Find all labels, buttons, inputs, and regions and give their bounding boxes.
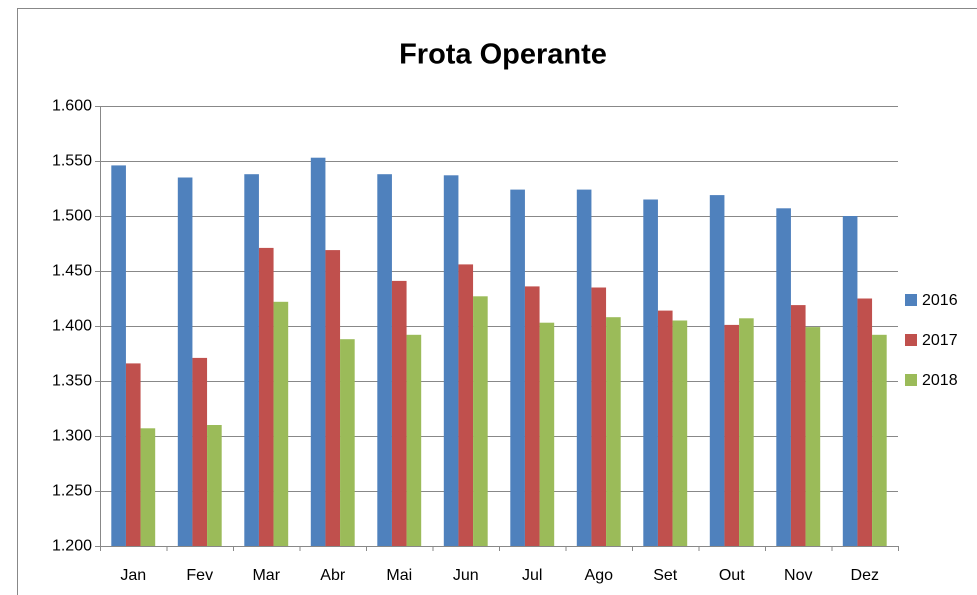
bar (539, 322, 555, 546)
bar (111, 165, 126, 546)
x-tick-label: Mar (252, 567, 280, 584)
bar (606, 317, 621, 546)
bar (857, 298, 873, 546)
bar (406, 334, 422, 546)
x-tick-label: Nov (784, 567, 812, 584)
y-tick-label: 1.350 (52, 373, 92, 390)
legend-swatch (905, 374, 917, 386)
y-tick-label: 1.550 (52, 153, 92, 170)
bar (510, 189, 525, 546)
legend-swatch (905, 294, 917, 306)
y-tick-label: 1.300 (52, 428, 92, 445)
bar (177, 177, 193, 546)
bar (207, 425, 222, 546)
bar (377, 174, 392, 546)
bar (576, 189, 592, 546)
bar (391, 280, 407, 546)
x-tick-label: Ago (585, 567, 614, 584)
bar (473, 296, 488, 546)
bar (872, 334, 887, 546)
bar (192, 357, 208, 546)
legend-swatch (905, 334, 917, 346)
bar (591, 287, 607, 546)
bar (776, 208, 791, 547)
bar (709, 195, 725, 546)
y-tick-label: 1.400 (52, 318, 92, 335)
x-tick-label: Jul (522, 567, 542, 584)
bar (340, 339, 355, 546)
bar (443, 175, 459, 547)
bar (258, 247, 274, 546)
bar (325, 250, 341, 546)
bar (310, 157, 326, 546)
bar (125, 363, 141, 546)
y-tick-label: 1.200 (52, 538, 92, 555)
bar (524, 286, 540, 546)
bar (842, 216, 858, 546)
bar (244, 174, 259, 546)
bar (657, 310, 673, 546)
y-tick-label: 1.500 (52, 208, 92, 225)
bar (724, 324, 740, 546)
chart-title: Frota Operante (399, 39, 607, 71)
y-tick-label: 1.450 (52, 263, 92, 280)
chart-border (17, 8, 977, 595)
x-tick-label: Mai (386, 567, 412, 584)
bar (458, 264, 474, 546)
bar (739, 318, 754, 546)
x-tick-label: Jan (120, 567, 146, 584)
x-tick-label: Out (719, 567, 745, 584)
x-tick-label: Jun (453, 567, 479, 584)
bar (273, 301, 289, 546)
bar (790, 305, 806, 546)
x-tick-label: Set (653, 567, 678, 584)
x-tick-label: Dez (851, 567, 879, 584)
bar (672, 320, 688, 546)
bar (643, 199, 658, 546)
legend-label: 2016 (922, 292, 958, 309)
y-tick-label: 1.600 (52, 98, 92, 115)
bar (805, 327, 821, 546)
bar (140, 428, 156, 546)
y-tick-label: 1.250 (52, 483, 92, 500)
legend-label: 2018 (922, 372, 958, 389)
legend-label: 2017 (922, 332, 958, 349)
x-tick-label: Abr (320, 567, 346, 584)
x-tick-label: Fev (186, 567, 213, 584)
